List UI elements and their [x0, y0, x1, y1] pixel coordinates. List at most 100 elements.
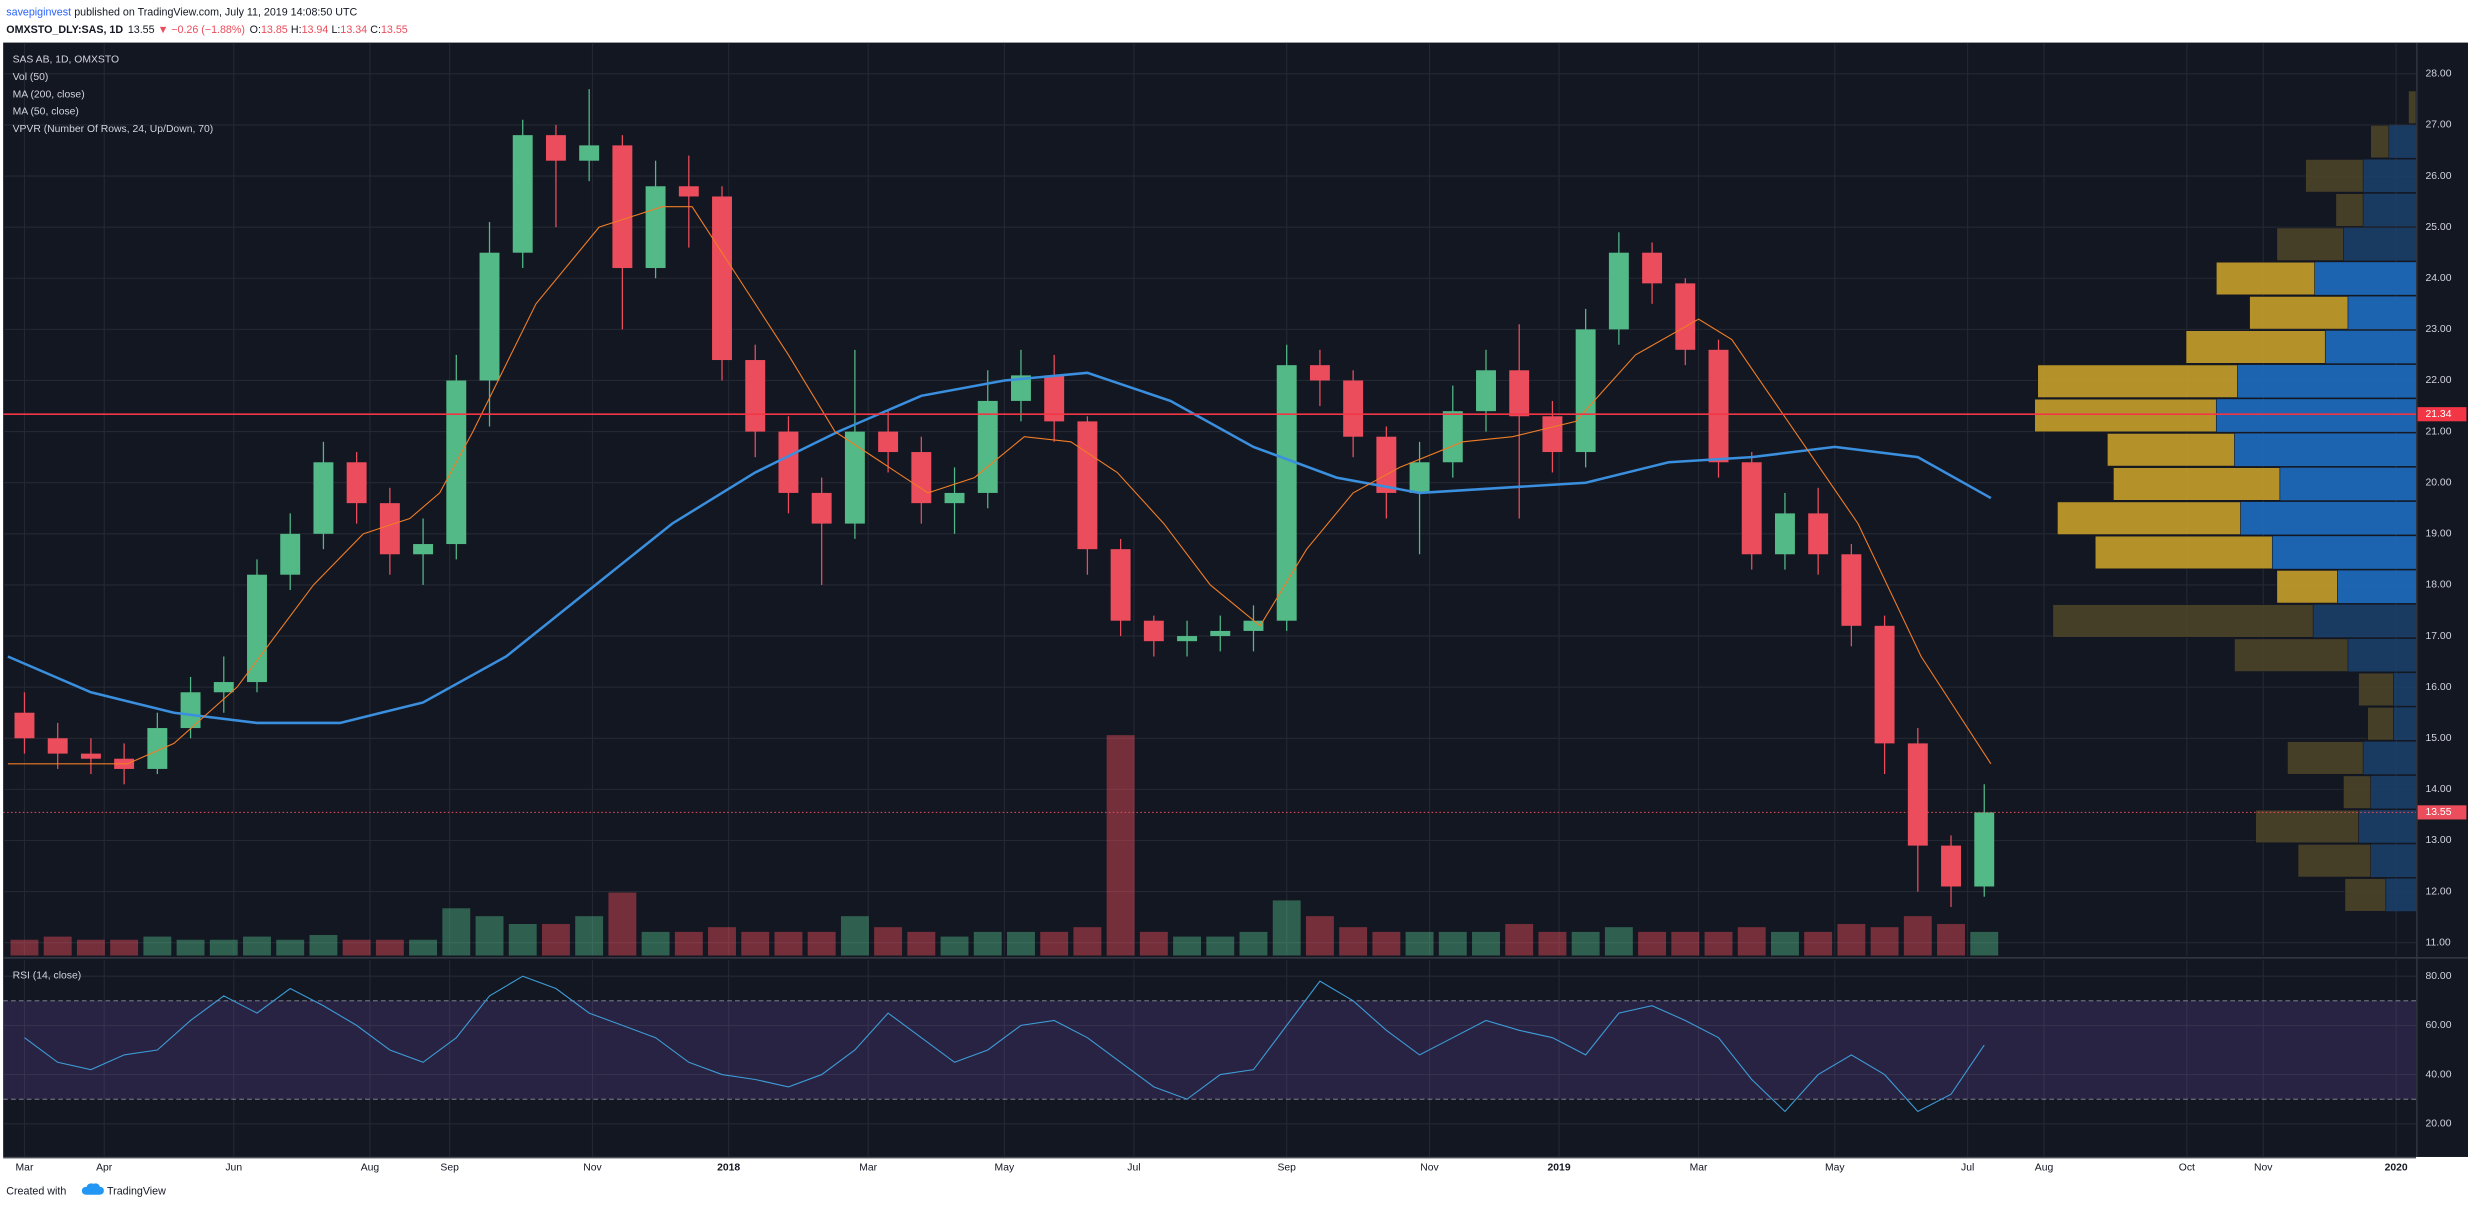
volume-bar — [508, 924, 537, 956]
x-tick-label: Mar — [859, 1163, 877, 1174]
y-tick-label: 28.00 — [2426, 69, 2452, 80]
symbol-line: OMXSTO_DLY:SAS, 1D 13.55 ▼ −0.26 (−1.88%) O… — [6, 24, 407, 36]
l-label: L: — [331, 24, 340, 36]
vp-down-bar — [2034, 398, 2217, 433]
volume-bar — [575, 916, 604, 956]
legend-rsi: RSI (14, close) — [13, 971, 82, 982]
vp-up-bar — [2388, 125, 2417, 158]
candle-body — [1974, 812, 1995, 887]
symbol: OMXSTO_DLY:SAS, 1D — [6, 24, 123, 36]
vp-up-bar — [2393, 707, 2417, 741]
volume-bar — [1206, 936, 1235, 956]
x-tick-label: Sep — [1277, 1163, 1296, 1174]
volume-bar — [143, 936, 172, 956]
legend-ma200: MA (200, close) — [13, 89, 85, 100]
volume-bar — [1937, 924, 1965, 956]
volume-bar — [874, 927, 903, 956]
volume-bar — [1139, 931, 1168, 956]
c: 13.55 — [381, 24, 408, 36]
volume-bar — [243, 936, 271, 956]
o: 13.85 — [261, 24, 288, 36]
volume-bar — [1272, 900, 1301, 956]
vp-up-bar — [2313, 604, 2417, 638]
vp-up-bar — [2216, 399, 2417, 432]
volume-bar — [1970, 931, 1999, 956]
volume-bar — [1538, 931, 1567, 956]
vp-down-bar — [2276, 570, 2338, 604]
author[interactable]: savepiginvest — [6, 7, 71, 19]
volume-bar — [807, 931, 836, 956]
y-tick-label: 21.00 — [2426, 426, 2452, 437]
volume-bar — [1405, 931, 1434, 956]
o-label: O: — [250, 24, 261, 36]
vp-up-bar — [2279, 467, 2417, 501]
vp-up-bar — [2343, 227, 2417, 261]
vp-up-bar — [2358, 810, 2417, 843]
y-tick-label: 13.00 — [2426, 835, 2452, 846]
y-tick-label: 19.00 — [2426, 529, 2452, 540]
candle-body — [1442, 411, 1463, 463]
volume-bar — [1239, 931, 1268, 956]
candle-body — [1675, 283, 1696, 350]
h: 13.94 — [302, 24, 329, 36]
x-tick-label: 2018 — [717, 1163, 740, 1174]
volume-bar — [375, 939, 404, 956]
candle-body — [1143, 620, 1164, 642]
x-tick-label: May — [995, 1163, 1015, 1174]
candle-body — [1542, 416, 1563, 453]
candle-body — [1476, 370, 1496, 412]
candle-body — [545, 135, 566, 161]
candle-body — [1941, 845, 1961, 887]
candle-body — [1741, 462, 1762, 555]
volume-bar — [342, 939, 371, 956]
volume-bar — [1040, 931, 1069, 956]
y-tick-label: 27.00 — [2426, 120, 2452, 131]
volume-bar — [1505, 924, 1534, 956]
candle-body — [1774, 513, 1795, 555]
y-tick-label: 23.00 — [2426, 324, 2452, 335]
volume-bar — [276, 939, 305, 956]
vp-up-bar — [2363, 193, 2417, 227]
vp-up-bar — [2370, 775, 2417, 809]
vp-down-bar — [2185, 330, 2326, 364]
candle-body — [1642, 252, 1663, 284]
candle-body — [1011, 375, 1031, 401]
volume-bar — [1073, 927, 1102, 956]
volume-bar — [708, 927, 736, 956]
volume-bar — [76, 939, 105, 956]
y-tick-label: 14.00 — [2426, 784, 2452, 795]
chart-background — [3, 42, 2468, 1157]
x-tick-label: 2020 — [2385, 1163, 2408, 1174]
volume-bar — [43, 936, 72, 956]
volume-bar — [973, 931, 1002, 956]
candle-body — [745, 360, 766, 432]
candle-body — [778, 431, 799, 493]
candle-body — [1841, 554, 1862, 626]
publish-line: savepiginvest published on TradingView.co… — [6, 7, 357, 19]
legend-ma50: MA (50, close) — [13, 107, 79, 118]
candle-body — [678, 186, 699, 197]
volume-bar — [741, 931, 770, 956]
volume-bar — [1305, 916, 1334, 956]
footer-brand[interactable]: TradingView — [107, 1185, 166, 1197]
candle-body — [180, 692, 201, 729]
h-label: H: — [291, 24, 302, 36]
y-tick-label: 20.00 — [2426, 477, 2452, 488]
l: 13.34 — [340, 24, 367, 36]
candle-body — [479, 252, 500, 381]
volume-bar — [1438, 931, 1467, 956]
vp-down-bar — [2305, 159, 2364, 193]
candle-body — [47, 738, 68, 754]
candle-body — [313, 462, 334, 534]
change: ▼ −0.26 (−1.88%) — [158, 24, 245, 36]
vp-down-bar — [2107, 433, 2235, 467]
candle-body — [579, 145, 600, 161]
x-tick-label: May — [1825, 1163, 1845, 1174]
vp-down-bar — [2358, 672, 2394, 707]
candle-body — [346, 462, 367, 504]
vp-down-bar — [2037, 364, 2238, 398]
x-tick-label: Aug — [361, 1163, 380, 1174]
y-tick-label: 12.00 — [2426, 886, 2452, 897]
